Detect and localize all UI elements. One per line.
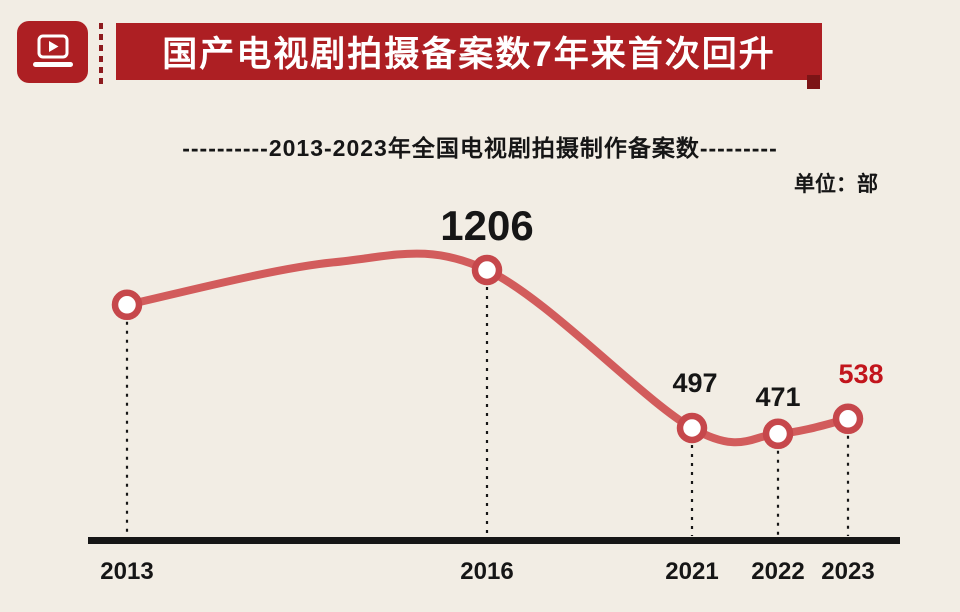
data-point-2016 — [471, 254, 503, 286]
chart-subtitle: ----------2013-2023年全国电视剧拍摄制作备案数--------… — [182, 135, 778, 161]
value-label-2022: 471 — [755, 382, 801, 412]
tick-label-2016: 2016 — [460, 558, 514, 585]
dashed-separator — [99, 23, 103, 89]
x-axis — [88, 537, 900, 544]
data-point-2022 — [762, 418, 794, 450]
laptop-play-icon — [32, 34, 73, 67]
tick-label-2021: 2021 — [665, 558, 719, 585]
page-title: 国产电视剧拍摄备案数7年来首次回升 — [162, 35, 776, 74]
tick-label-2013: 2013 — [100, 558, 154, 585]
data-point-2021 — [676, 412, 708, 444]
tick-label-2023: 2023 — [821, 558, 875, 585]
value-label-2023: 538 — [838, 359, 884, 389]
tick-label-2022: 2022 — [751, 558, 805, 585]
unit-label: 单位：部 — [794, 173, 878, 196]
value-label-2016: 1206 — [440, 202, 534, 249]
value-label-2021: 497 — [672, 368, 718, 398]
header: 国产电视剧拍摄备案数7年来首次回升 — [17, 21, 822, 89]
logo-box — [17, 21, 88, 83]
data-point-2013 — [111, 289, 143, 321]
title-banner: 国产电视剧拍摄备案数7年来首次回升 — [116, 23, 822, 89]
data-point-2023 — [832, 403, 864, 435]
